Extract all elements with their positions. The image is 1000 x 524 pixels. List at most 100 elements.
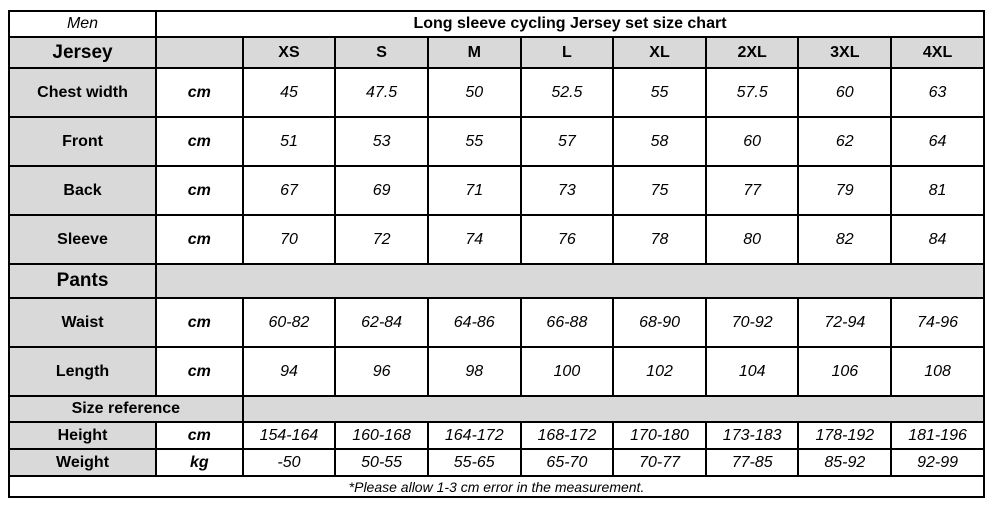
unit-cell: cm [155, 421, 244, 450]
chart-title: Long sleeve cycling Jersey set size char… [155, 10, 985, 38]
value-cell: 104 [704, 346, 800, 397]
size-header-s: S [334, 36, 429, 69]
table-row-waist: Waist cm 60-82 62-84 64-86 66-88 68-90 7… [7, 297, 985, 348]
value-cell: 80 [704, 214, 800, 265]
value-cell: 75 [612, 165, 707, 216]
value-cell: 70 [241, 214, 337, 265]
value-cell: 55 [612, 67, 707, 118]
value-cell: 92-99 [890, 448, 985, 477]
size-header-xl: XL [612, 36, 707, 69]
value-cell: 64-86 [426, 297, 522, 348]
value-cell: 74 [426, 214, 522, 265]
row-label: Weight [7, 448, 158, 477]
value-cell: 84 [890, 214, 985, 265]
unit-cell: kg [155, 448, 244, 477]
value-cell: 51 [241, 116, 337, 167]
value-cell: 82 [797, 214, 893, 265]
value-cell: 73 [519, 165, 615, 216]
value-cell: -50 [241, 448, 337, 477]
value-cell: 50-55 [334, 448, 429, 477]
value-cell: 178-192 [797, 421, 893, 450]
section-spacer-pants [155, 263, 985, 299]
value-cell: 57 [519, 116, 615, 167]
section-label-pants: Pants [7, 263, 158, 299]
size-header-4xl: 4XL [890, 36, 985, 69]
value-cell: 108 [890, 346, 985, 397]
size-header-2xl: 2XL [704, 36, 800, 69]
value-cell: 77 [704, 165, 800, 216]
value-cell: 60 [704, 116, 800, 167]
value-cell: 52.5 [519, 67, 615, 118]
size-header-l: L [519, 36, 615, 69]
value-cell: 53 [334, 116, 429, 167]
row-label: Height [7, 421, 158, 450]
value-cell: 70-92 [704, 297, 800, 348]
value-cell: 65-70 [519, 448, 615, 477]
section-label-size-reference: Size reference [8, 395, 244, 423]
table-row-front: Front cm 51 53 55 57 58 60 62 64 [7, 116, 985, 167]
unit-cell: cm [155, 67, 244, 118]
section-row-size-reference: Size reference [8, 395, 986, 423]
value-cell: 100 [519, 346, 615, 397]
section-label-jersey: Jersey [7, 36, 158, 69]
footnote-row: *Please allow 1-3 cm error in the measur… [8, 475, 985, 498]
table-row-back: Back cm 67 69 71 73 75 77 79 81 [7, 165, 985, 216]
value-cell: 72-94 [797, 297, 893, 348]
value-cell: 68-90 [612, 297, 707, 348]
value-cell: 173-183 [704, 421, 800, 450]
unit-cell: cm [155, 116, 244, 167]
footnote-text: *Please allow 1-3 cm error in the measur… [8, 475, 985, 498]
row-label: Waist [7, 297, 158, 348]
row-label: Length [7, 346, 158, 397]
unit-cell: cm [155, 214, 244, 265]
value-cell: 45 [241, 67, 337, 118]
value-cell: 170-180 [612, 421, 707, 450]
value-cell: 62-84 [334, 297, 429, 348]
size-header-spacer [155, 36, 244, 69]
section-row-pants: Pants [7, 263, 985, 299]
section-spacer-size-reference [241, 395, 986, 423]
value-cell: 62 [797, 116, 893, 167]
value-cell: 79 [797, 165, 893, 216]
table-row-sleeve: Sleeve cm 70 72 74 76 78 80 82 84 [7, 214, 985, 265]
value-cell: 55 [426, 116, 522, 167]
value-cell: 47.5 [334, 67, 429, 118]
value-cell: 181-196 [890, 421, 985, 450]
value-cell: 81 [890, 165, 985, 216]
value-cell: 76 [519, 214, 615, 265]
value-cell: 67 [241, 165, 337, 216]
table-row-height: Height cm 154-164 160-168 164-172 168-17… [7, 421, 985, 450]
value-cell: 94 [241, 346, 337, 397]
unit-cell: cm [155, 346, 244, 397]
value-cell: 78 [612, 214, 707, 265]
value-cell: 58 [612, 116, 707, 167]
value-cell: 60 [797, 67, 893, 118]
table-row-length: Length cm 94 96 98 100 102 104 106 108 [7, 346, 985, 397]
row-label: Back [7, 165, 158, 216]
value-cell: 77-85 [704, 448, 800, 477]
value-cell: 72 [334, 214, 429, 265]
value-cell: 98 [426, 346, 522, 397]
value-cell: 74-96 [890, 297, 985, 348]
title-row: Men Long sleeve cycling Jersey set size … [7, 10, 985, 38]
value-cell: 50 [426, 67, 522, 118]
value-cell: 71 [426, 165, 522, 216]
value-cell: 168-172 [519, 421, 615, 450]
value-cell: 66-88 [519, 297, 615, 348]
value-cell: 160-168 [334, 421, 429, 450]
row-label: Sleeve [7, 214, 158, 265]
row-label: Chest width [7, 67, 158, 118]
table-row-chest-width: Chest width cm 45 47.5 50 52.5 55 57.5 6… [7, 67, 985, 118]
value-cell: 164-172 [426, 421, 522, 450]
value-cell: 106 [797, 346, 893, 397]
value-cell: 154-164 [241, 421, 337, 450]
size-header-xs: XS [241, 36, 337, 69]
value-cell: 102 [612, 346, 707, 397]
value-cell: 70-77 [612, 448, 707, 477]
row-label: Front [7, 116, 158, 167]
table-row-weight: Weight kg -50 50-55 55-65 65-70 70-77 77… [7, 448, 985, 477]
size-header-m: M [426, 36, 522, 69]
size-header-3xl: 3XL [797, 36, 893, 69]
gender-label: Men [7, 10, 158, 38]
